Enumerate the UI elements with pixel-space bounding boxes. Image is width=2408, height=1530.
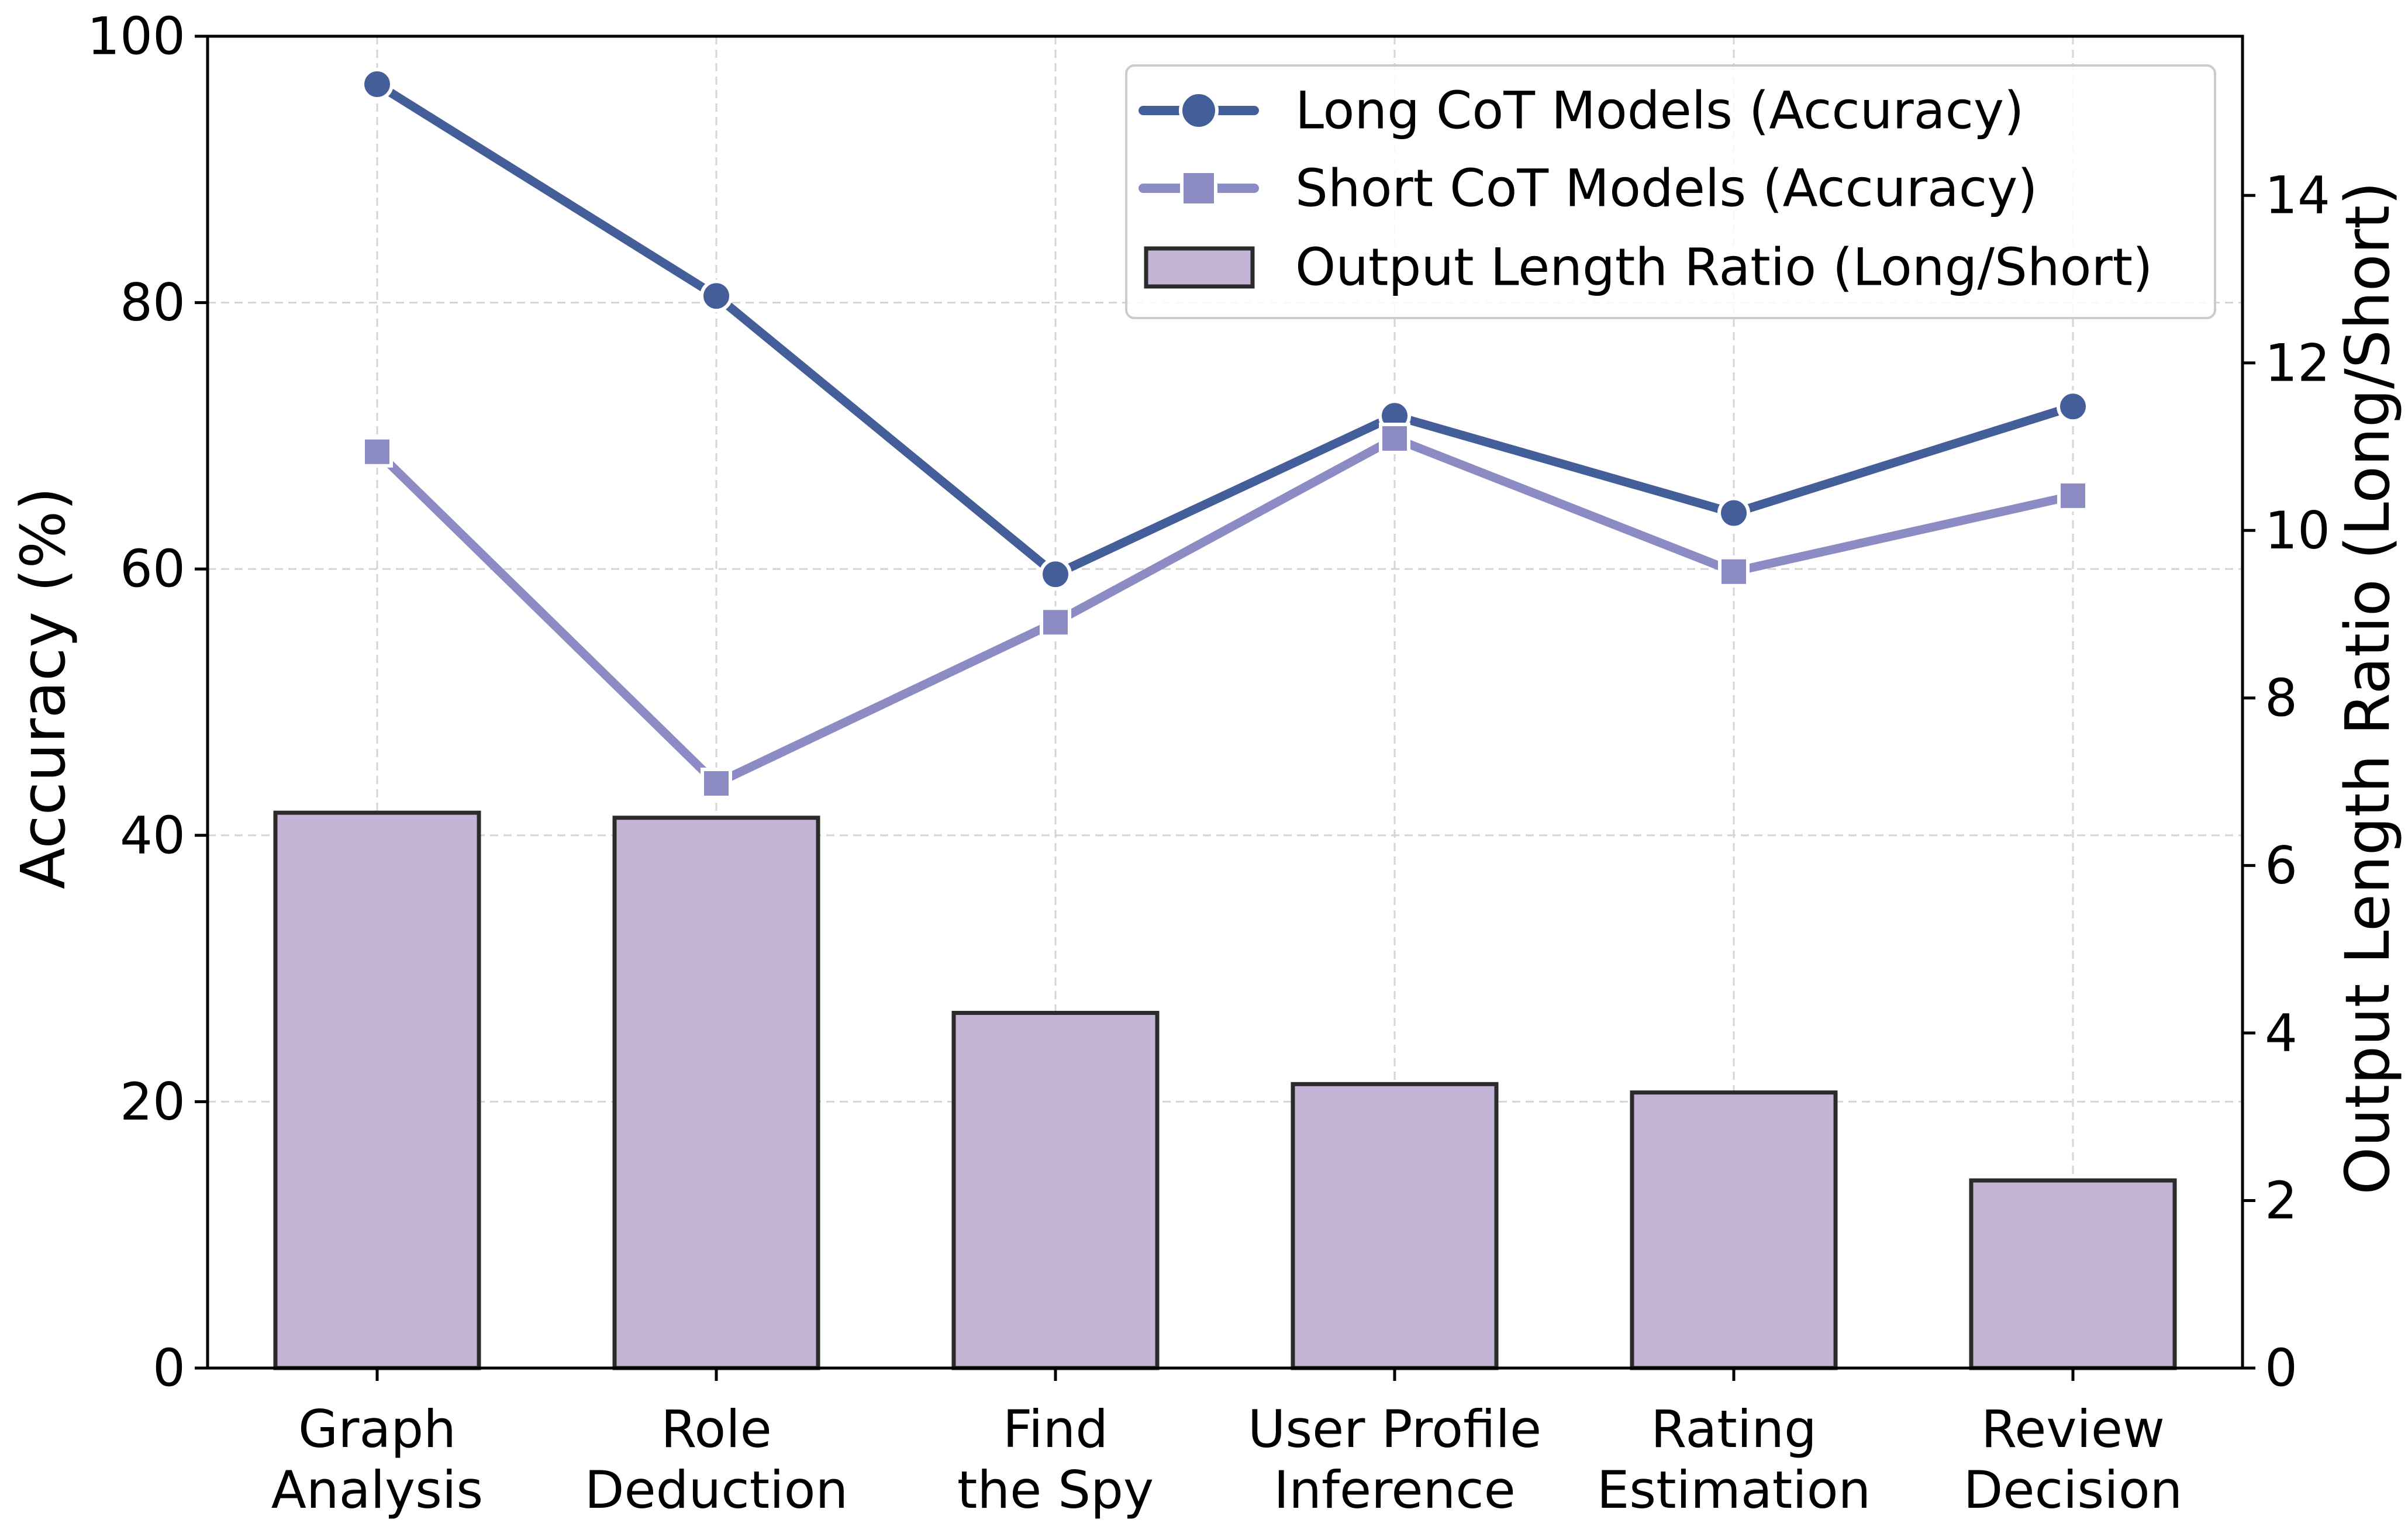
x-tick-label: Find the Spy	[957, 1399, 1154, 1520]
long-cot-point	[700, 279, 733, 313]
axes	[195, 34, 2255, 1381]
short-cot-point	[1718, 555, 1750, 588]
length-ratio-bar	[1630, 1090, 1838, 1370]
short-cot-point	[1379, 422, 1410, 454]
legend-short-cot-square-marker	[1180, 170, 1217, 207]
long-cot-point	[361, 68, 394, 101]
y-tick-label-right: 2	[2265, 1170, 2297, 1231]
legend-length-ratio-label: Output Length Ratio (Long/Short)	[1295, 237, 2152, 298]
x-tick-label: Review Decision	[1964, 1399, 2183, 1520]
y-tick-label-left: 20	[120, 1072, 185, 1132]
y-tick-label-right: 8	[2265, 668, 2297, 728]
plot-frame	[206, 34, 2244, 1370]
length-ratio-bar	[1291, 1082, 1499, 1370]
length-ratio-bar	[612, 816, 820, 1370]
long-cot-point	[1039, 558, 1072, 591]
y-tick-label-right: 14	[2265, 165, 2330, 226]
y-tick-label-right: 0	[2265, 1338, 2297, 1398]
length-ratio-bar	[1969, 1178, 2177, 1370]
short-cot-point	[361, 436, 393, 468]
line-series	[361, 68, 2089, 799]
length-ratio-bar	[273, 810, 481, 1370]
y-tick-label-right: 10	[2265, 500, 2330, 561]
y-tick-label-left: 0	[153, 1338, 185, 1398]
x-tick-label: Role Deduction	[585, 1399, 848, 1520]
legend: Long CoT Models (Accuracy) Short CoT Mod…	[1125, 64, 2216, 319]
short-cot-point	[2057, 479, 2089, 512]
legend-length-ratio-bar-swatch	[1144, 246, 1255, 289]
legend-long-cot-circle-marker	[1179, 91, 1219, 130]
long-cot-line	[372, 80, 2078, 579]
y-tick-label-left: 100	[87, 6, 185, 67]
legend-item-long-cot: Long CoT Models (Accuracy)	[1139, 81, 2024, 141]
y-tick-label-right: 12	[2265, 333, 2330, 393]
y-tick-label-right: 4	[2265, 1003, 2297, 1063]
y-tick-label-left: 40	[120, 805, 185, 865]
y-tick-label-left: 80	[120, 272, 185, 333]
long-cot-point	[2057, 390, 2089, 423]
y-axis-label-left: Accuracy (%)	[8, 487, 79, 889]
x-tick-label: Rating Estimation	[1597, 1399, 1871, 1520]
length-ratio-bar	[951, 1011, 1160, 1370]
y-tick-label-left: 60	[120, 539, 185, 599]
short-cot-point	[1040, 606, 1071, 638]
long-cot-point	[1717, 496, 1750, 530]
short-cot-line	[372, 434, 2078, 788]
y-axis-label-right: Output Length Ratio (Long/Short)	[2332, 181, 2403, 1194]
legend-item-length-ratio: Output Length Ratio (Long/Short)	[1144, 237, 2152, 298]
tick-labels: 0 20 40 60 80 100 0 2 4 6 8 10 12 14 Graph Analysis Role…	[87, 6, 2330, 1521]
bar-series	[273, 810, 2177, 1370]
x-tick-label: User Profile Inference	[1248, 1399, 1541, 1520]
x-tick-label: Graph Analysis	[271, 1399, 484, 1520]
legend-long-cot-label: Long CoT Models (Accuracy)	[1295, 81, 2024, 141]
legend-frame	[1125, 64, 2216, 319]
y-tick-label-right: 6	[2265, 835, 2297, 896]
short-cot-point	[701, 767, 732, 799]
legend-short-cot-label: Short CoT Models (Accuracy)	[1295, 158, 2038, 219]
legend-item-short-cot: Short CoT Models (Accuracy)	[1139, 158, 2038, 219]
